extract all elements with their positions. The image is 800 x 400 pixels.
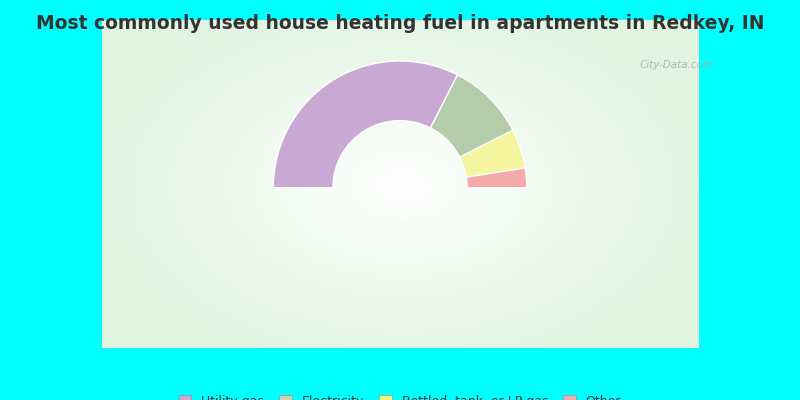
- Wedge shape: [430, 75, 513, 157]
- Text: Most commonly used house heating fuel in apartments in Redkey, IN: Most commonly used house heating fuel in…: [36, 14, 764, 33]
- Wedge shape: [466, 168, 526, 188]
- Legend: Utility gas, Electricity, Bottled, tank, or LP gas, Other: Utility gas, Electricity, Bottled, tank,…: [173, 388, 627, 400]
- Wedge shape: [274, 61, 458, 188]
- Text: City-Data.com: City-Data.com: [640, 60, 714, 70]
- Wedge shape: [460, 130, 525, 177]
